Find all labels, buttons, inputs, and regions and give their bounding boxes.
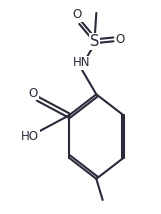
- Text: HN: HN: [73, 56, 90, 69]
- Text: O: O: [115, 33, 124, 46]
- Text: HO: HO: [21, 131, 39, 144]
- Text: S: S: [90, 34, 99, 49]
- Text: O: O: [29, 87, 38, 100]
- Text: O: O: [73, 8, 82, 21]
